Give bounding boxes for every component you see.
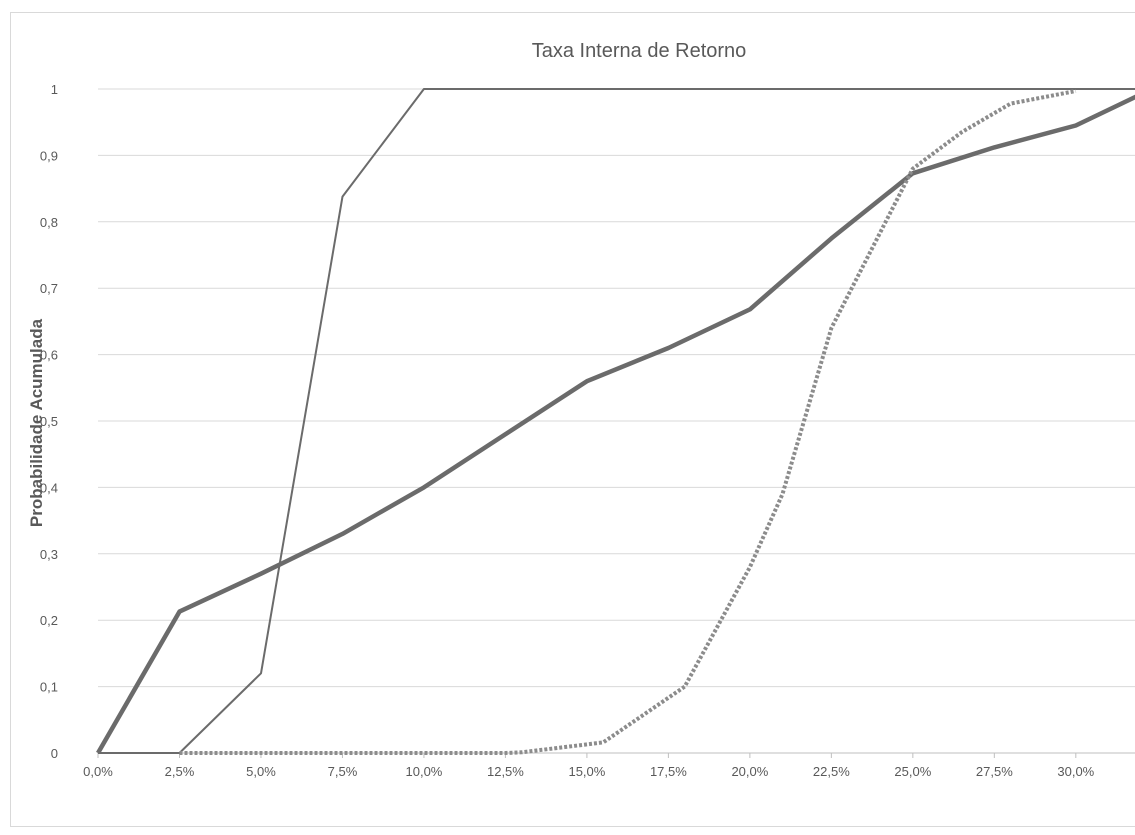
y-tick-label: 0 — [51, 746, 58, 761]
x-tick-label: 15,0% — [568, 764, 605, 779]
y-tick-label: 0,3 — [40, 547, 58, 562]
y-tick-label: 0,7 — [40, 281, 58, 296]
series-line-3 — [179, 89, 1077, 755]
x-tick-label: 0,0% — [83, 764, 113, 779]
y-tick-label: 0,9 — [40, 148, 58, 163]
x-tick-label: 17,5% — [650, 764, 687, 779]
chart-svg: Taxa Interna de Retorno 0 0,1 0,2 0,3 0,4 0,5… — [27, 40, 1135, 779]
series-line-2 — [98, 88, 1135, 754]
x-tick-label: 12,5% — [487, 764, 524, 779]
y-tick-labels: 0 0,1 0,2 0,3 0,4 0,5 0,6 0,7 0,8 0,9 1 — [40, 82, 58, 761]
x-tick-label: 30,0% — [1057, 764, 1094, 779]
x-tick-label: 7,5% — [328, 764, 358, 779]
y-tick-label: 1 — [51, 82, 58, 97]
x-tick-label: 5,0% — [246, 764, 276, 779]
y-tick-label: 0,6 — [40, 348, 58, 363]
x-tick-label: 22,5% — [813, 764, 850, 779]
series-line-1 — [96, 94, 1135, 755]
x-tick-label: 25,0% — [894, 764, 931, 779]
x-tick-label: 2,5% — [165, 764, 195, 779]
axes — [97, 752, 1135, 758]
y-tick-label: 0,8 — [40, 215, 58, 230]
grid-lines — [98, 88, 1135, 688]
y-tick-label: 0,5 — [40, 414, 58, 429]
chart-title: Taxa Interna de Retorno — [532, 40, 747, 62]
x-tick-labels: 0,0% 2,5% 5,0% 7,5% 10,0% 12,5% 15,0% 17,5% 20,0… — [83, 764, 1094, 779]
x-tick-label: 10,0% — [406, 764, 443, 779]
x-tick-label: 20,0% — [731, 764, 768, 779]
y-tick-label: 0,2 — [40, 613, 58, 628]
x-tick-label: 27,5% — [976, 764, 1013, 779]
y-tick-label: 0,4 — [40, 480, 58, 495]
series-lines — [96, 88, 1135, 755]
y-tick-label: 0,1 — [40, 680, 58, 695]
chart-frame: Taxa Interna de Retorno 0 0,1 0,2 0,3 0,4 0,5… — [10, 12, 1135, 827]
y-axis-label: Probabilidade Acumulada — [27, 318, 46, 527]
